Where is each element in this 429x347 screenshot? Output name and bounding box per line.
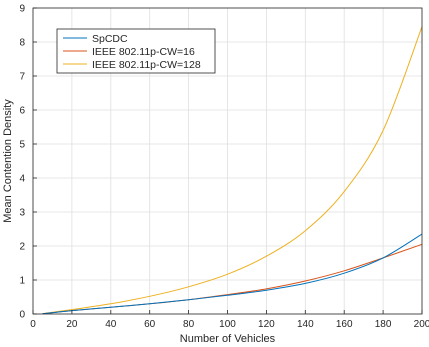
x-tick-label: 160 (336, 319, 353, 330)
x-tick-label: 20 (66, 319, 78, 330)
legend-label-spcdc: SpCDC (92, 33, 128, 45)
x-tick-label: 60 (144, 319, 156, 330)
y-tick-label: 2 (19, 242, 25, 253)
y-axis-ticks: 0 1 2 3 4 5 6 7 8 9 (19, 4, 37, 321)
y-axis-label: Mean Contention Density (2, 99, 14, 223)
legend-label-cw16: IEEE 802.11p-CW=16 (92, 46, 195, 58)
legend: SpCDC IEEE 802.11p-CW=16 IEEE 802.11p-CW… (56, 28, 216, 74)
legend-label-cw128: IEEE 802.11p-CW=128 (92, 59, 201, 71)
y-tick-label: 7 (19, 72, 25, 83)
y-tick-label: 3 (19, 208, 25, 219)
y-tick-label: 6 (19, 106, 25, 117)
y-tick-label: 1 (19, 276, 25, 287)
x-tick-label: 80 (183, 319, 195, 330)
y-tick-label: 4 (19, 174, 25, 185)
x-tick-label: 200 (414, 319, 429, 330)
series-line-spcdc (42, 233, 423, 315)
series-layer (42, 26, 423, 315)
y-tick-label: 9 (19, 4, 25, 15)
y-tick-label: 5 (19, 140, 25, 151)
x-tick-label: 40 (105, 319, 117, 330)
y-tick-label: 8 (19, 38, 25, 49)
series-line-cw128 (42, 26, 423, 315)
x-tick-label: 140 (297, 319, 314, 330)
x-tick-label: 180 (375, 319, 392, 330)
x-tick-label: 120 (258, 319, 275, 330)
x-axis-label: Number of Vehicles (180, 333, 276, 345)
y-tick-label: 0 (19, 310, 25, 321)
x-axis-ticks: 0 20 40 60 80 100 120 140 160 180 200 (30, 310, 429, 330)
x-tick-label: 0 (30, 319, 36, 330)
x-tick-label: 100 (219, 319, 236, 330)
